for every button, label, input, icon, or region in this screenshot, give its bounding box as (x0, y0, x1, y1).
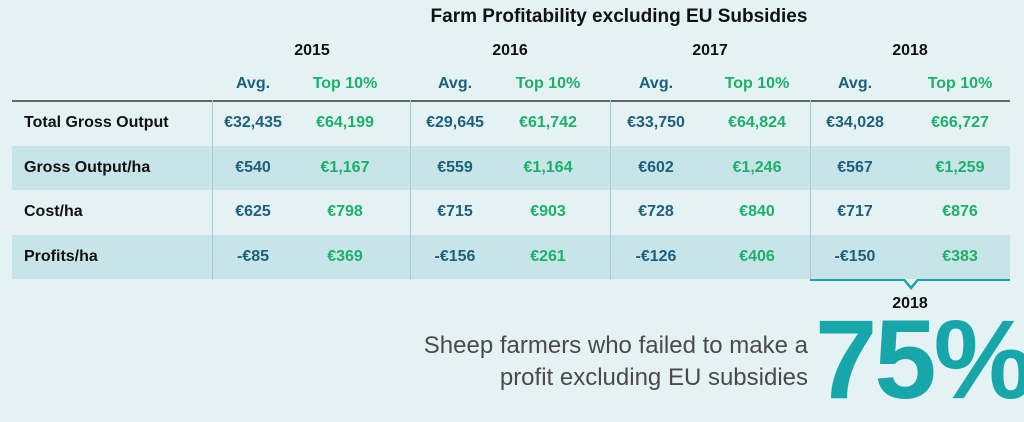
top10-header: Top 10% (312, 75, 378, 92)
pointer-arrow-inner (905, 279, 917, 286)
top10-value: €261 (530, 247, 566, 265)
avg-value: €717 (837, 203, 873, 220)
avg-value: €33,750 (627, 114, 685, 131)
top10-value: €903 (530, 203, 566, 220)
top10-value: €64,824 (728, 114, 786, 131)
avg-value: €559 (437, 158, 473, 176)
callout-value: 75% (815, 297, 1024, 422)
avg-value: -€126 (635, 247, 677, 265)
column-divider (212, 100, 213, 280)
top10-value: €876 (942, 203, 978, 220)
top10-header: Top 10% (927, 75, 993, 92)
callout-caption: Sheep farmers who failed to make a profi… (424, 330, 808, 394)
top10-value: €61,742 (519, 114, 577, 131)
top10-value: €1,259 (935, 158, 985, 176)
avg-value: -€156 (434, 247, 476, 265)
row-label: Gross Output/ha (24, 158, 151, 176)
row-label: Cost/ha (24, 203, 83, 220)
table-row: Cost/ha €625 €798 €715 €903 €728 €840 €717 €876 (12, 190, 1010, 234)
column-divider (410, 100, 411, 280)
avg-value: €29,645 (426, 114, 484, 131)
avg-header: Avg. (638, 75, 674, 92)
top10-value: €66,727 (931, 114, 989, 131)
table-row: Gross Output/ha €540 €1,167 €559 €1,164 €602 €… (12, 145, 1010, 190)
year-header: 2015 (294, 42, 330, 59)
avg-value: €34,028 (826, 114, 884, 131)
table-row: Total Gross Output €32,435 €64,199 €29,645 €… (12, 101, 1010, 145)
avg-value: -€150 (834, 247, 876, 265)
top10-header: Top 10% (724, 75, 790, 92)
year-header: 2017 (692, 42, 728, 59)
header-divider (12, 100, 1010, 102)
column-divider (610, 100, 611, 280)
avg-value: -€85 (236, 247, 270, 265)
callout-year: 2018 (892, 295, 928, 312)
avg-value: €715 (437, 203, 473, 220)
year-header: 2018 (892, 42, 928, 59)
callout-line-1: Sheep farmers who failed to make a (423, 332, 808, 359)
top10-value: €840 (739, 203, 775, 220)
avg-header: Avg. (235, 75, 271, 92)
year-header: 2016 (492, 42, 528, 59)
top10-value: €1,246 (732, 158, 782, 176)
top10-value: €1,164 (523, 158, 573, 176)
top10-value: €798 (327, 203, 363, 220)
top10-value: €383 (942, 247, 978, 265)
avg-value: €728 (638, 203, 674, 220)
top10-value: €369 (327, 247, 363, 265)
column-divider (810, 100, 811, 280)
row-label: Total Gross Output (24, 114, 169, 131)
avg-value: €602 (638, 158, 674, 176)
top10-value: €406 (739, 247, 775, 265)
avg-value: €625 (235, 203, 271, 220)
avg-header: Avg. (837, 75, 873, 92)
avg-value: €32,435 (224, 114, 282, 131)
table-row: Profits/ha -€85 €369 -€156 €261 -€126 €406 -€15… (12, 234, 1010, 279)
avg-value: €540 (235, 158, 271, 176)
chart-title: Farm Profitability excluding EU Subsidie… (430, 6, 808, 27)
avg-header: Avg. (437, 75, 473, 92)
top10-value: €64,199 (316, 114, 374, 131)
avg-value: €567 (837, 158, 873, 176)
callout-line-2: profit excluding EU subsidies (499, 364, 808, 391)
top10-value: €1,167 (320, 158, 370, 176)
top10-header: Top 10% (515, 75, 581, 92)
row-label: Profits/ha (24, 247, 98, 265)
